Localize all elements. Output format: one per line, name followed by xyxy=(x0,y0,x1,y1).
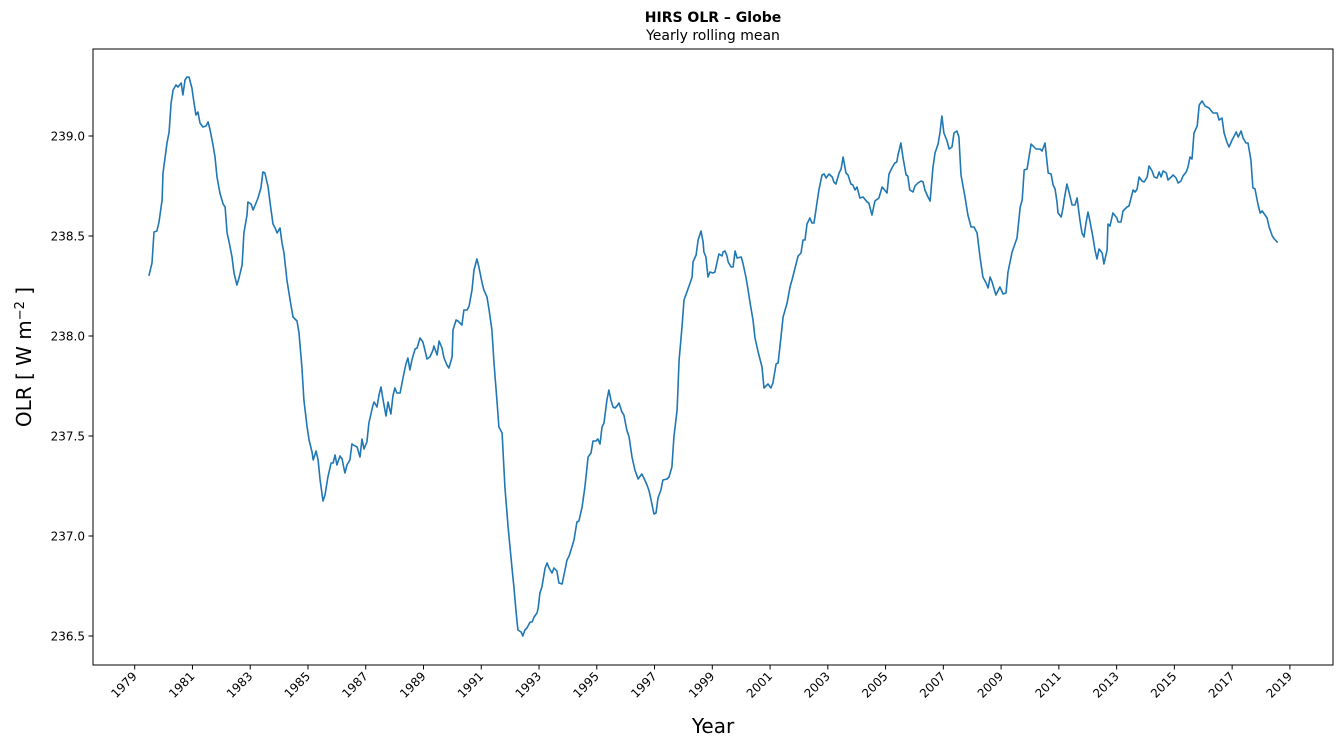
y-tick-label: 238.5 xyxy=(51,230,85,244)
chart-title: HIRS OLR – Globe xyxy=(645,10,781,26)
plot-area xyxy=(148,76,1279,637)
axes-frame xyxy=(92,48,1334,666)
y-axis-label-close: ] xyxy=(12,287,36,301)
y-tick-label: 236.5 xyxy=(51,630,85,644)
olr-series-line xyxy=(148,76,1279,637)
chart-subtitle: Yearly rolling mean xyxy=(645,28,780,44)
y-axis-label-exponent: −2 xyxy=(13,301,28,320)
y-axis-label: OLR [ W m−2 ] xyxy=(12,287,36,427)
y-tick-label: 237.5 xyxy=(51,430,85,444)
y-tick-label: 237.0 xyxy=(51,530,85,544)
y-axis-label-main: OLR [ W m xyxy=(12,320,36,427)
y-tick-label: 239.0 xyxy=(51,130,85,144)
y-tick-label: 238.0 xyxy=(51,330,85,344)
y-axis: 236.5 237.0 237.5 238.0 238.5 239.0 xyxy=(51,130,93,644)
x-axis-label: Year xyxy=(691,714,735,738)
